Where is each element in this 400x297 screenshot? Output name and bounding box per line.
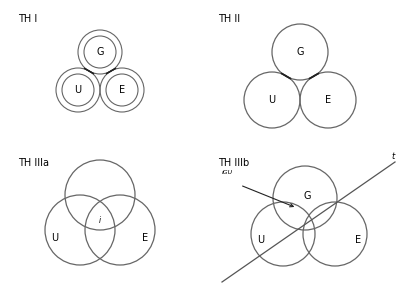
Text: iGU: iGU — [222, 170, 233, 175]
Text: i: i — [99, 216, 101, 225]
Text: TH IIIa: TH IIIa — [18, 158, 49, 168]
Text: E: E — [119, 85, 125, 95]
Text: t: t — [391, 152, 394, 161]
Text: G: G — [303, 191, 311, 201]
Text: E: E — [325, 95, 331, 105]
Text: TH I: TH I — [18, 14, 37, 24]
Text: G: G — [296, 47, 304, 57]
Text: E: E — [355, 235, 361, 245]
Text: TH II: TH II — [218, 14, 240, 24]
Text: E: E — [142, 233, 148, 243]
Text: U: U — [258, 235, 264, 245]
Text: U: U — [52, 233, 58, 243]
Text: U: U — [74, 85, 82, 95]
Text: U: U — [268, 95, 276, 105]
Text: G: G — [96, 47, 104, 57]
Text: TH IIIb: TH IIIb — [218, 158, 249, 168]
